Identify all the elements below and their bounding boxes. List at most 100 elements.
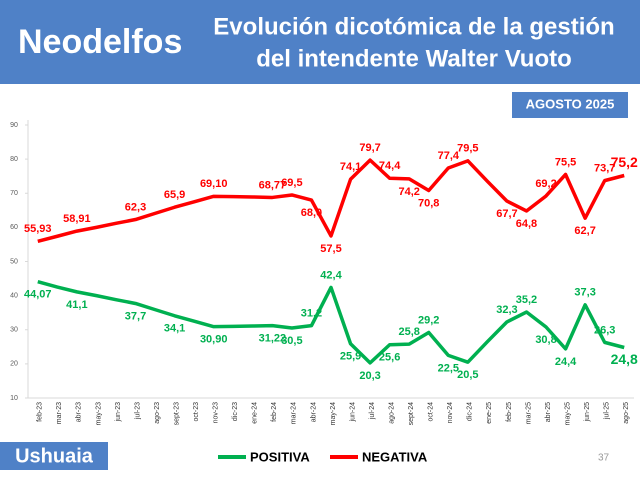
x-tick-label: ago-24 [388, 402, 395, 424]
y-tick-label: 10 [10, 395, 18, 402]
x-tick-label: nov-24 [447, 402, 454, 424]
data-label: 74,4 [379, 160, 401, 172]
y-tick-label: 70 [10, 190, 18, 197]
x-tick-label: oct-23 [193, 402, 200, 422]
x-tick-label: mar-23 [56, 402, 63, 424]
data-label: 29,2 [418, 314, 439, 326]
x-tick-label: jul-25 [604, 402, 611, 420]
data-label: 79,5 [457, 143, 478, 155]
data-label: 41,1 [66, 299, 87, 311]
data-label: 20,3 [359, 370, 380, 382]
x-tick-label: ene-25 [486, 402, 493, 424]
data-label: 32,3 [496, 304, 517, 316]
x-tick-label: jun-24 [349, 402, 356, 423]
data-label: 58,91 [63, 213, 91, 225]
data-label: 30,8 [535, 334, 556, 346]
data-label: 34,1 [164, 323, 185, 335]
data-label: 68,0 [301, 207, 322, 219]
x-tick-label: feb-23 [37, 402, 44, 422]
x-tick-label: dic-24 [467, 402, 474, 421]
y-tick-label: 60 [10, 224, 18, 231]
x-tick-label: ene-24 [252, 402, 259, 424]
data-label: 68,77 [259, 179, 287, 191]
data-label: 57,5 [320, 243, 341, 255]
data-label: 67,7 [496, 208, 517, 220]
x-tick-label: sept-24 [408, 402, 415, 425]
y-tick-label: 30 [10, 327, 18, 334]
data-label: 25,6 [379, 352, 400, 364]
data-label: 69,10 [200, 178, 228, 190]
x-tick-label: may-25 [564, 402, 571, 425]
x-tick-label: nov-23 [213, 402, 220, 424]
x-tick-label: ago-25 [623, 402, 630, 424]
x-tick-label: abr-23 [76, 402, 83, 422]
date-badge: AGOSTO 2025 [526, 96, 615, 111]
x-tick-label: abr-24 [310, 402, 317, 422]
date-badge-box [512, 92, 628, 118]
x-tick-label: abr-25 [545, 402, 552, 422]
data-label: 62,7 [574, 225, 595, 237]
x-tick-label: jul-23 [134, 402, 141, 420]
data-label: 37,3 [574, 287, 595, 299]
data-label: 65,9 [164, 189, 185, 201]
data-label: 31,22 [259, 332, 287, 344]
x-tick-label: feb-24 [271, 402, 278, 422]
x-tick-label: dic-23 [232, 402, 239, 421]
legend-label: POSITIVA [250, 449, 310, 464]
legend-label: NEGATIVA [362, 449, 428, 464]
page-number: 37 [598, 453, 610, 464]
data-label: 79,7 [359, 142, 380, 154]
data-label: 31,2 [301, 308, 322, 320]
chart-title: Evolución dicotómica de la gestión [213, 13, 614, 40]
data-label: 64,8 [516, 218, 537, 230]
data-label: 24,4 [555, 356, 577, 368]
y-tick-label: 80 [10, 156, 18, 163]
series-line [37, 158, 625, 243]
y-tick-label: 20 [10, 361, 18, 368]
series-line [37, 280, 625, 365]
data-label: 22,5 [438, 362, 459, 374]
location: Ushuaia [15, 445, 94, 467]
data-label: 20,5 [457, 369, 478, 381]
data-label: 35,2 [516, 294, 537, 306]
data-label: 42,4 [320, 269, 342, 281]
data-label: 74,2 [398, 186, 419, 198]
x-tick-label: oct-24 [428, 402, 435, 422]
x-tick-label: jul-24 [369, 402, 376, 420]
data-label: 55,93 [24, 223, 52, 235]
data-label: 69,5 [281, 177, 302, 189]
data-label: 74,1 [340, 161, 361, 173]
x-tick-label: jun-23 [115, 402, 122, 423]
data-label: 24,8 [611, 351, 638, 367]
data-label: 25,9 [340, 351, 361, 363]
data-label: 69,2 [535, 178, 556, 190]
data-label: 44,07 [24, 289, 52, 301]
y-tick-label: 40 [10, 292, 18, 299]
data-label: 25,8 [398, 326, 419, 338]
x-tick-label: jun-25 [584, 402, 591, 423]
header-band [0, 0, 640, 84]
x-tick-label: mar-25 [525, 402, 532, 424]
brand: Neodelfos [18, 23, 182, 61]
data-label: 77,4 [438, 150, 460, 162]
data-label: 26,3 [594, 324, 615, 336]
x-tick-label: ago-23 [154, 402, 161, 424]
y-tick-label: 90 [10, 122, 18, 129]
data-label: 30,90 [200, 334, 228, 346]
y-tick-label: 50 [10, 258, 18, 265]
x-tick-label: may-24 [330, 402, 337, 425]
x-tick-label: sept-23 [173, 402, 180, 425]
x-tick-label: feb-25 [506, 402, 513, 422]
location-box [0, 442, 108, 470]
chart-title: del intendente Walter Vuoto [256, 45, 572, 72]
data-label: 70,8 [418, 197, 439, 209]
data-label: 73,7 [594, 163, 615, 175]
data-label: 75,5 [555, 156, 576, 168]
data-label: 30,5 [281, 335, 302, 347]
data-label: 75,2 [611, 154, 638, 170]
data-label: 37,7 [125, 310, 146, 322]
data-label: 62,3 [125, 201, 146, 213]
x-tick-label: mar-24 [291, 402, 298, 424]
x-tick-label: may-23 [95, 402, 102, 425]
